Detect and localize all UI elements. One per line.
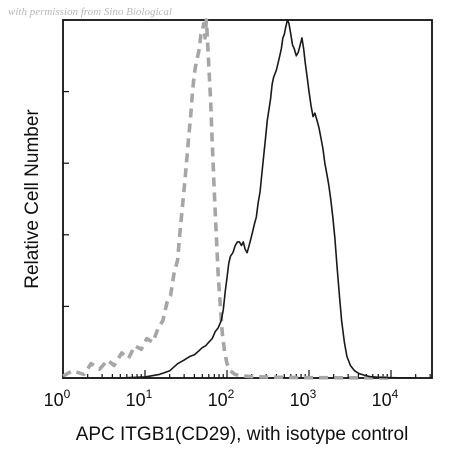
x-tick-label-4: 104 (372, 387, 399, 410)
x-tick-label-1: 101 (126, 387, 153, 410)
y-axis-title: Relative Cell Number (22, 109, 43, 289)
watermark-text: with permission from Sino Biological (8, 6, 172, 18)
isotype-control-curve (62, 18, 392, 380)
plot-frame (62, 19, 433, 379)
x-axis-title: APC ITGB1(CD29), with isotype control (76, 424, 409, 445)
x-tick-label-3: 103 (290, 387, 317, 410)
x-tick-label-0: 100 (44, 387, 71, 410)
x-tick-label-2: 102 (208, 387, 235, 410)
series-layer (62, 18, 417, 380)
itgb1-stained-curve (62, 19, 417, 379)
x-tick-labels: 100 101 102 103 104 (44, 387, 399, 410)
